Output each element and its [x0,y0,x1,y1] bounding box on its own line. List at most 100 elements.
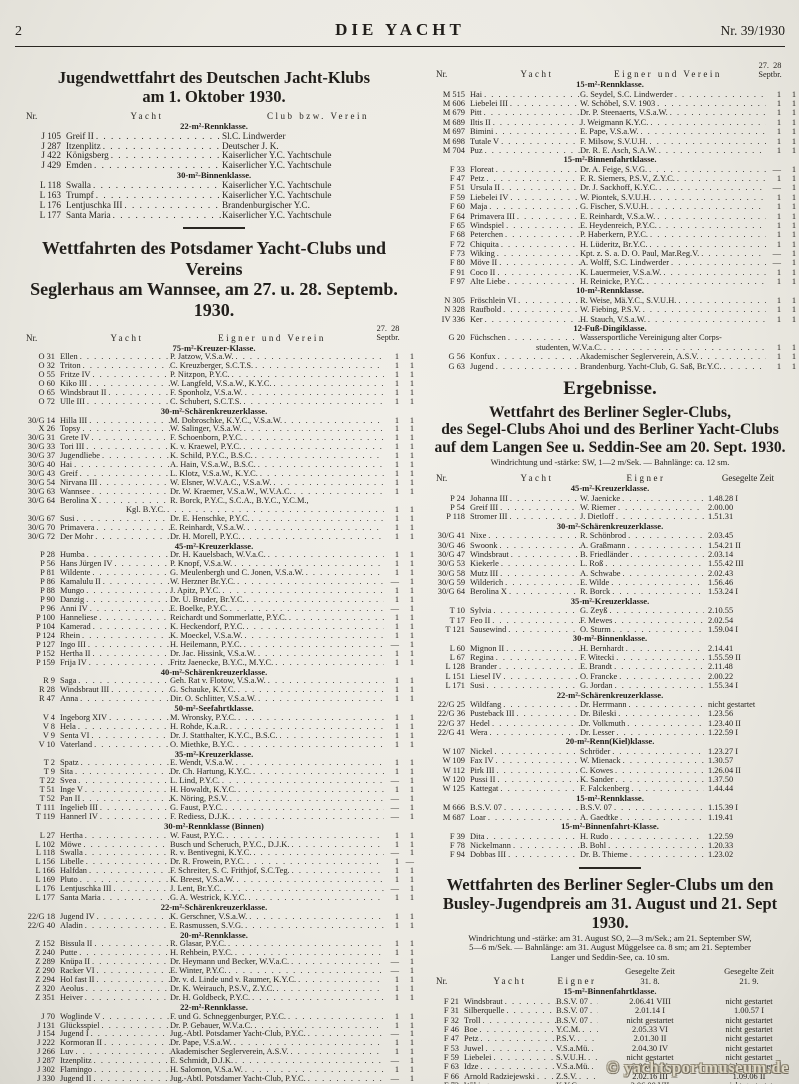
row-number: Z 294 [35,975,55,985]
yacht-name: Johanna III [470,493,508,503]
table-row: P 56 Hans Jürgen IV P. Knopf, V.S.a.W. 11 [14,559,414,569]
dot-leader [673,90,766,99]
row-number: N 328 [444,305,465,315]
title-line: Seglerhaus am Wannsee, am 27. u. 28. Sep… [30,279,398,320]
dot-leader [83,994,170,1003]
row-number: F 72 [449,239,465,249]
date-sep: 21. 9. [739,975,759,986]
row-number: L 163 [39,189,61,200]
watermark: © yachtsportmuseum.de [606,1058,789,1077]
ergebnisse-heading: Ergebnisse. [563,377,657,399]
yacht-name: Pluto [60,876,78,885]
table-row: 30/G 58 Mutz III A. Schwabe 2.02.43 [424,569,796,578]
time-sep: nicht gestartet [725,1062,773,1072]
dot-leader [256,650,384,659]
owner-cell: H. Reinicke, P.Y.C. [580,277,766,286]
table-row: P 28 Humba Dr. H. Kauelsbach, W.V.a.C. 11 [14,551,414,560]
row-number: F 46 [443,1025,459,1035]
yacht-cell: Mungo [60,587,170,596]
row-number: F 73 [424,1081,464,1084]
yacht-cell: Ingeborg XIV [60,714,170,723]
score-28: 1 [791,145,796,155]
yacht-name: Liebelei IV [470,192,509,202]
row-number: F 53 [443,1043,459,1053]
table-row: F 53 Juwel V.S.a.Mü. 2.04.30 IV nicht gestar… [424,1044,796,1053]
table-row: M 606 Liebelei III W. Schöbel, S.V. 1903 11 [424,99,796,108]
table-row: F 64 Primavera III E. Reinhardt, V.S.a.W. 1… [424,212,796,221]
dot-leader [616,709,704,718]
table-row: M 698 Tutale V F. Milsow, S.V.U.H. 11 [424,137,796,146]
owner-name: Dr. A. Feige, S.V.G. [580,164,648,174]
dot-leader [608,832,704,841]
yacht-name: Kiko III [60,380,88,389]
dot-leader [233,1057,384,1066]
owner-cell: W. Riemer [580,503,704,512]
owner-cell: R. Borck [580,587,704,596]
owner-cell: R. v. Bentivegni, K.Y.C. [170,849,384,858]
yacht-name: Aeolus [60,985,84,994]
yacht-cell: Peterchen [470,230,580,239]
owner-cell: G. Meulenbergh und C. Jonen, V.S.a.W. [170,569,384,578]
table-row: 22/G 41 Wera Dr. Lesser 1.22.59 I [424,728,796,737]
dot-leader [620,569,704,578]
yacht-cell: Frija IV [60,659,170,668]
yacht-name: Jugend II [60,1075,92,1084]
yacht-name: Jugend [470,361,494,371]
dot-leader [609,578,704,587]
owner-cell: B. Friedländer [580,550,704,559]
owner-cell: E. Heydenreich, P.Y.C. [580,221,766,230]
yacht-name: Lentjuschka III [60,885,112,894]
col-dates: 27. 28 Septbr. [362,325,414,342]
dot-leader [80,795,170,804]
date-28: 28 [773,61,782,70]
score-27: 1 [776,136,781,146]
row-number: P 118 [446,512,465,522]
yacht-name: Ingelieb III [60,804,98,813]
class-heading: 12-Fuß-Dingiklasse. [573,322,647,333]
dot-leader [722,362,766,371]
row-number: F 47 [443,1034,459,1044]
dot-leader [266,551,384,560]
dot-leader [698,352,766,361]
yacht-cell: Swalla [60,849,170,858]
yacht-cell: Pluto [60,876,170,885]
owner-name: E. Wendt, V.S.a.W. [170,759,234,768]
score-27: 1 [394,984,399,994]
score-28: 1 [791,239,796,249]
table-row: O 65 Windsbraut II F. Sponholz, V.S.a.W. 11 [14,388,414,398]
club-name: Brandenburgischer Y.C. [222,200,310,210]
score-28: 1 [791,164,796,174]
dot-leader [98,813,170,822]
score-28: 1 [409,505,414,515]
yacht-cell: Aladin [60,922,170,931]
dot-leader [506,625,580,634]
owner-cell: F. Sponholz, V.S.a.W. [170,389,384,398]
yacht-name: Juwel [464,1043,484,1053]
table-row: L 169 Pluto K. Breest, V.S.a.W. 11 [14,875,414,885]
dot-leader [78,470,170,479]
row-number: L 176 [39,199,61,210]
owner-cell: B.S.V. 07 [580,803,704,812]
dot-leader [84,443,170,452]
table-row: T 9 Sita Dr. Ch. Hartung, K.Y.C. 11 [14,767,414,777]
owner-cell: H. Rohde, K.a.R. [170,723,384,732]
owner-name: Dr. H. Kauelsbach, W.V.a.C. [170,551,266,560]
table-row: 30/G 43 Greif L. Klotz, V.S.a.W., K.Y.C. 11 [14,469,414,479]
owner-cell: H. Heilemann, P.Y.C. [170,641,384,650]
owner-name: R. Weise, Mä.Y.C., S.V.U.H. [580,295,677,305]
owner-cell: F. Witecki [580,653,704,662]
dot-leader [482,108,580,117]
dot-leader [87,380,170,389]
dot-leader [478,1034,556,1043]
yacht-cell: Susi [470,681,580,690]
owner-cell: G. Zeyß [580,606,704,615]
row-number: O 32 [38,361,55,371]
row-number: W 120 [442,775,465,785]
yacht-name: Ursula II [470,183,500,193]
dot-leader [508,193,580,202]
yacht-cell: Nickel [470,747,580,756]
table-row: M 697 Bimini E. Pape, V.S.a.W. 11 [424,127,796,136]
score-28: 1 [409,875,414,885]
score-28: 1 [409,568,414,578]
dot-leader [498,569,580,578]
